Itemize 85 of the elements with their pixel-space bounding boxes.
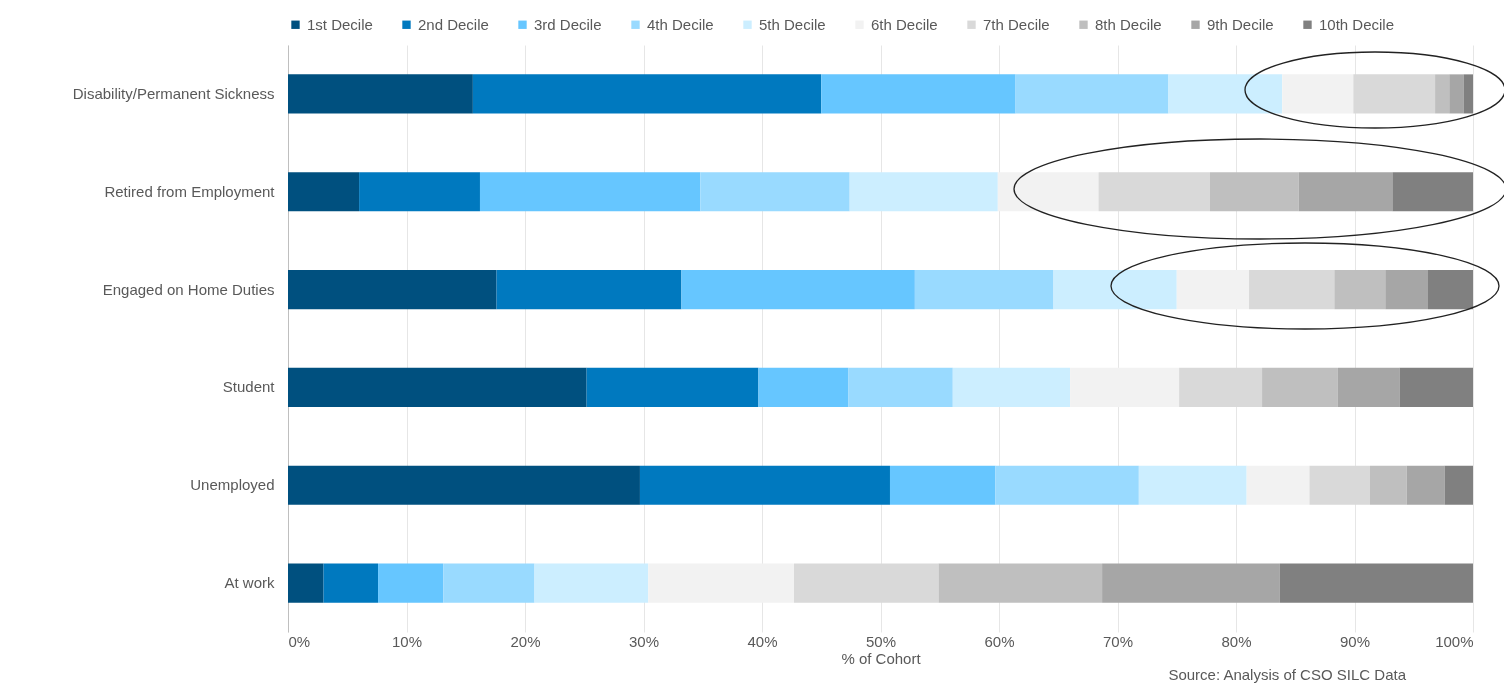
- legend-label: 4th Decile: [647, 15, 714, 33]
- bar: [1179, 367, 1263, 407]
- y-tick-label: Disability/Permanent Sickness: [72, 84, 275, 102]
- x-tick-label: 30%: [628, 632, 660, 650]
- legend-label: 10th Decile: [1319, 15, 1395, 33]
- bar: [821, 74, 1016, 114]
- bar: [1282, 74, 1354, 114]
- x-axis-title: % of Cohort: [841, 649, 922, 667]
- y-tick-label: Retired from Employment: [104, 182, 276, 200]
- bar: [700, 172, 850, 212]
- bar: [914, 270, 1054, 310]
- bar: [1298, 172, 1393, 212]
- legend-label: 5th Decile: [759, 15, 826, 33]
- bar: [848, 367, 953, 407]
- source-note: Source: Analysis of CSO SILC Data: [1168, 666, 1406, 683]
- x-tick-label: 10%: [391, 632, 423, 650]
- bar: [443, 563, 535, 603]
- legend-label: 3rd Decile: [534, 15, 602, 33]
- bar: [639, 465, 890, 505]
- x-tick-label: 0%: [288, 632, 311, 650]
- legend-label: 8th Decile: [1095, 15, 1162, 33]
- bar: [1168, 74, 1283, 114]
- bar: [1262, 367, 1338, 407]
- bar: [1279, 563, 1473, 603]
- legend-label: 1st Decile: [307, 15, 373, 33]
- bar: [1337, 367, 1400, 407]
- bar: [1427, 270, 1473, 310]
- bar: [1392, 172, 1473, 212]
- bar: [681, 270, 915, 310]
- bar: [849, 172, 998, 212]
- bar: [758, 367, 849, 407]
- bar: [1138, 465, 1247, 505]
- bar: [1435, 74, 1450, 114]
- bar: [1098, 172, 1210, 212]
- bar: [995, 465, 1139, 505]
- x-tick-label: 40%: [747, 632, 778, 650]
- x-tick-label: 80%: [1221, 632, 1252, 650]
- bar: [288, 563, 324, 603]
- bar: [1385, 270, 1428, 310]
- bar: [472, 74, 822, 114]
- bar: [938, 563, 1103, 603]
- bar: [288, 465, 640, 505]
- y-tick-label: Unemployed: [190, 476, 275, 494]
- bar: [1369, 465, 1407, 505]
- bar: [1309, 465, 1370, 505]
- bar: [1406, 465, 1445, 505]
- bar: [1463, 74, 1473, 114]
- bar: [1102, 563, 1280, 603]
- bar: [479, 172, 701, 212]
- bar: [1449, 74, 1464, 114]
- y-tick-label: Engaged on Home Duties: [102, 280, 275, 298]
- x-tick-label: 70%: [1102, 632, 1134, 650]
- x-tick-label: 50%: [865, 632, 897, 650]
- legend-label: 9th Decile: [1207, 15, 1274, 33]
- bar: [1015, 74, 1169, 114]
- bar: [359, 172, 480, 212]
- bar: [586, 367, 759, 407]
- x-tick-label: 20%: [510, 632, 541, 650]
- legend-label: 7th Decile: [983, 15, 1050, 33]
- legend-label: 6th Decile: [871, 15, 938, 33]
- bar: [288, 74, 473, 114]
- bar: [1353, 74, 1436, 114]
- bar: [1249, 270, 1335, 310]
- x-tick-label: 100%: [1435, 632, 1474, 650]
- bar: [288, 367, 587, 407]
- bar: [889, 465, 996, 505]
- y-tick-label: Student: [222, 378, 276, 396]
- bar: [1053, 270, 1177, 310]
- bar: [496, 270, 682, 310]
- bar: [288, 172, 360, 212]
- bar: [1399, 367, 1473, 407]
- bar: [323, 563, 379, 603]
- bar: [378, 563, 444, 603]
- bar: [1334, 270, 1386, 310]
- bar: [794, 563, 939, 603]
- bar: [1246, 465, 1310, 505]
- bar: [1209, 172, 1299, 212]
- x-tick-label: 60%: [984, 632, 1015, 650]
- bar: [1444, 465, 1473, 505]
- bar: [288, 270, 497, 310]
- bar: [952, 367, 1071, 407]
- legend-label: 2nd Decile: [418, 15, 489, 33]
- bar: [534, 563, 649, 603]
- y-tick-label: At work: [224, 574, 275, 592]
- x-tick-label: 90%: [1339, 632, 1371, 650]
